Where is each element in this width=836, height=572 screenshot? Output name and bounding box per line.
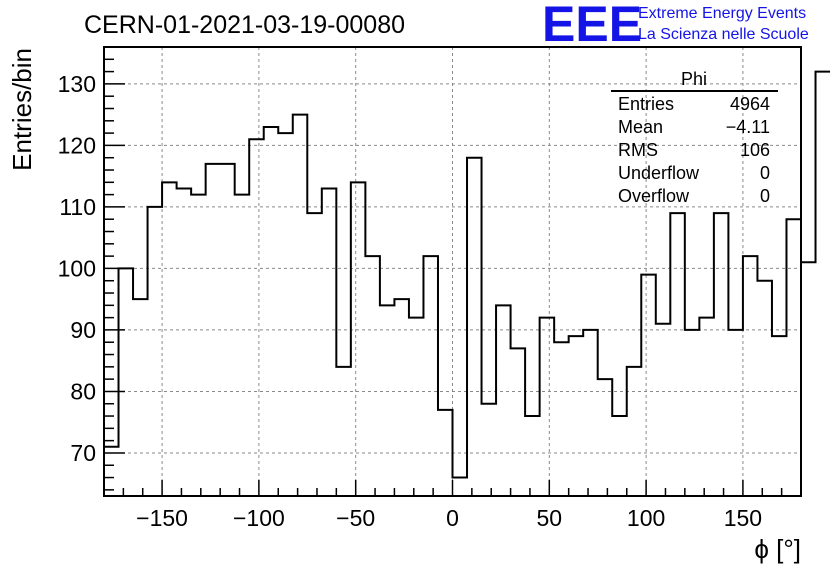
histogram-bin bbox=[728, 330, 743, 496]
y-tick-label: 120 bbox=[58, 132, 96, 158]
stats-value: 0 bbox=[760, 186, 770, 206]
stats-label: Overflow bbox=[618, 186, 690, 206]
x-tick-label: 0 bbox=[446, 505, 459, 531]
y-tick-label: 90 bbox=[70, 317, 96, 343]
grid bbox=[104, 47, 801, 496]
x-axis-label: ϕ [°] bbox=[754, 534, 801, 564]
histogram-bin bbox=[365, 256, 380, 496]
histogram-bin bbox=[816, 72, 831, 496]
histogram-series bbox=[104, 70, 831, 496]
histogram-bin bbox=[380, 305, 395, 496]
logo-line-1: Extreme Energy Events bbox=[638, 5, 806, 22]
histogram-bin bbox=[685, 330, 700, 496]
histogram-bin bbox=[786, 219, 801, 496]
eee-logo: EEE Extreme Energy Events La Scienza nel… bbox=[542, 0, 809, 52]
x-tick-label: −150 bbox=[136, 505, 188, 531]
histogram-bin bbox=[133, 299, 148, 496]
y-tick-label: 80 bbox=[70, 378, 96, 404]
histogram-bin bbox=[670, 213, 685, 496]
histogram-outline bbox=[104, 70, 831, 479]
histogram-bin bbox=[801, 262, 816, 496]
stats-label: RMS bbox=[618, 140, 658, 160]
histogram-bin bbox=[641, 275, 656, 496]
histogram-bin bbox=[220, 164, 235, 496]
histogram-bin bbox=[569, 336, 584, 496]
histogram-bin bbox=[409, 318, 424, 496]
y-tick-label: 110 bbox=[59, 194, 96, 220]
histogram-bin bbox=[438, 410, 453, 496]
histogram-bin bbox=[540, 318, 555, 496]
histogram-bin bbox=[191, 195, 206, 496]
stats-value: −4.11 bbox=[726, 117, 770, 137]
histogram-bin bbox=[293, 115, 308, 496]
stats-label: Underflow bbox=[618, 163, 700, 183]
histogram-bin bbox=[177, 188, 192, 496]
stats-title: Phi bbox=[681, 69, 707, 89]
histogram-bin bbox=[496, 305, 511, 496]
histogram-bin bbox=[278, 133, 293, 496]
histogram-bin bbox=[206, 164, 221, 496]
logo-line-2: La Scienza nelle Scuole bbox=[638, 26, 809, 43]
tick-labels: −150 −100 −50 0 50 100 150 70 80 90 100 110 120 130 bbox=[58, 71, 762, 531]
histogram-bin bbox=[757, 281, 772, 496]
histogram-bin bbox=[162, 182, 177, 496]
histogram-bin bbox=[235, 195, 250, 496]
stats-value: 4964 bbox=[730, 94, 770, 114]
histogram-bin bbox=[714, 213, 729, 496]
x-tick-label: 150 bbox=[724, 505, 762, 531]
chart-title: CERN-01-2021-03-19-00080 bbox=[84, 11, 405, 39]
y-tick-label: 130 bbox=[58, 71, 96, 97]
histogram-bin bbox=[336, 367, 351, 496]
histogram-bin bbox=[423, 256, 438, 496]
y-tick-label: 100 bbox=[58, 255, 96, 281]
histogram-bin bbox=[249, 139, 264, 496]
histogram-bin bbox=[351, 182, 366, 496]
histogram-bin bbox=[322, 188, 337, 496]
x-tick-label: −50 bbox=[336, 505, 375, 531]
histogram-bin bbox=[583, 330, 598, 496]
histogram-bin bbox=[453, 478, 468, 496]
logo-mark: EEE bbox=[542, 0, 642, 52]
histogram-bin bbox=[119, 268, 134, 496]
histogram-bin bbox=[656, 324, 671, 496]
histogram-bin bbox=[148, 207, 163, 496]
histogram-bin bbox=[307, 213, 322, 496]
x-tick-label: 100 bbox=[627, 505, 665, 531]
histogram-bin bbox=[743, 256, 758, 496]
x-tick-label: −100 bbox=[233, 505, 285, 531]
histogram-bin bbox=[627, 367, 642, 496]
axis-ticks bbox=[104, 58, 783, 496]
stats-box: Phi Entries 4964 Mean −4.11 RMS 106 Unde… bbox=[611, 69, 778, 206]
histogram-bin bbox=[525, 416, 540, 496]
stats-label: Entries bbox=[618, 94, 674, 114]
stats-label: Mean bbox=[618, 117, 663, 137]
histogram-bin bbox=[104, 447, 119, 496]
stats-value: 106 bbox=[740, 140, 770, 160]
histogram-bin bbox=[511, 348, 526, 496]
histogram-bin bbox=[598, 379, 613, 496]
histogram-bin bbox=[467, 158, 482, 496]
y-axis-label: Entries/bin bbox=[7, 48, 37, 171]
stats-value: 0 bbox=[760, 163, 770, 183]
histogram-bin bbox=[394, 299, 409, 496]
x-tick-label: 50 bbox=[537, 505, 563, 531]
histogram-bin bbox=[772, 336, 787, 496]
histogram-bin bbox=[612, 416, 627, 496]
histogram-bin bbox=[264, 127, 279, 496]
histogram-bin bbox=[482, 404, 497, 496]
y-tick-label: 70 bbox=[70, 440, 96, 466]
histogram-bin bbox=[699, 318, 714, 496]
histogram-bin bbox=[554, 342, 569, 496]
